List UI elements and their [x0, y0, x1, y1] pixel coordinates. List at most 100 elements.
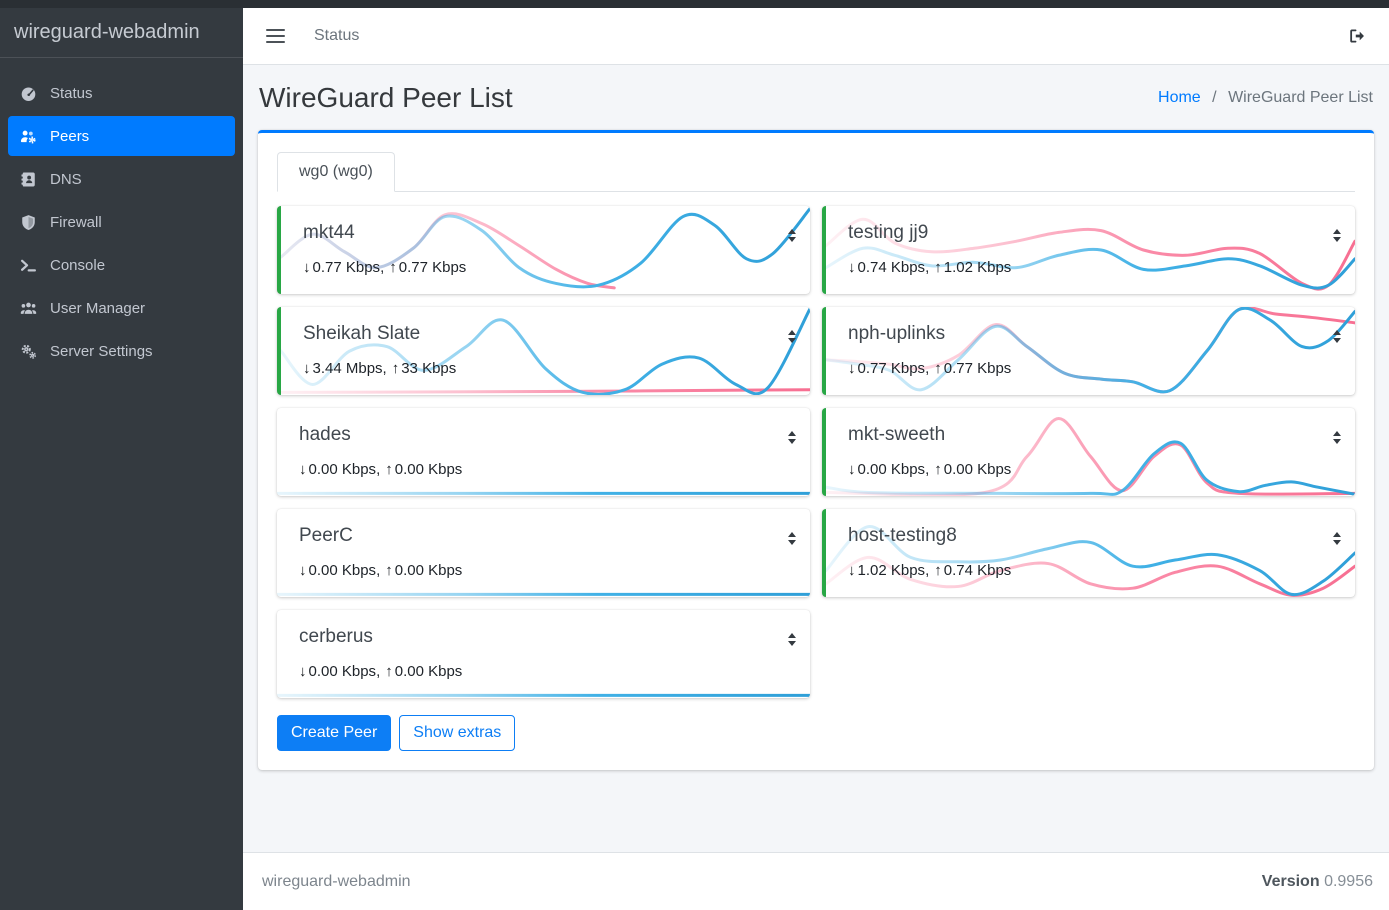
breadcrumb-home-link[interactable]: Home — [1158, 89, 1201, 106]
show-extras-button[interactable]: Show extras — [399, 715, 516, 751]
download-sparkline — [826, 248, 1355, 288]
sort-icon[interactable] — [1333, 330, 1341, 343]
peer-traffic-sparkline — [281, 206, 810, 294]
sign-out-icon[interactable] — [1348, 27, 1366, 45]
create-peer-button[interactable]: Create Peer — [277, 715, 392, 751]
sidebar-item-label: Status — [50, 84, 93, 102]
upload-icon: ↑ — [934, 259, 942, 276]
sort-icon[interactable] — [788, 229, 796, 242]
upload-sparkline — [281, 390, 810, 393]
sort-icon[interactable] — [788, 330, 796, 343]
peer-traffic: ↓ 3.44 Mbps, ↑ 33 Kbps — [303, 360, 456, 377]
top-navbar: Status — [243, 8, 1389, 65]
peer-name: mkt-sweeth — [848, 424, 946, 445]
tab-wg0[interactable]: wg0 (wg0) — [277, 152, 395, 192]
peer-name: Sheikah Slate — [303, 323, 421, 344]
address-book-icon — [17, 171, 39, 188]
peer-card[interactable]: host-testing8 ↓ 1.02 Kbps, ↑ 0.74 Kbps — [822, 509, 1355, 597]
peer-download-value: 0.77 Kbps — [857, 360, 926, 377]
sidebar-item-peers[interactable]: Peers — [8, 116, 235, 156]
sidebar-item-label: Firewall — [50, 213, 102, 231]
traffic-separator: , — [925, 259, 930, 276]
sort-icon[interactable] — [788, 633, 796, 646]
peer-traffic: ↓ 0.00 Kbps, ↑ 0.00 Kbps — [848, 461, 1011, 478]
interface-tabs: wg0 (wg0) — [277, 152, 1355, 192]
peer-download-value: 0.00 Kbps — [308, 562, 377, 579]
peer-card[interactable]: PeerC ↓ 0.00 Kbps, ↑ 0.00 Kbps — [277, 509, 810, 597]
peer-traffic: ↓ 1.02 Kbps, ↑ 0.74 Kbps — [848, 562, 1011, 579]
traffic-separator: , — [925, 562, 930, 579]
peer-upload-value: 0.74 Kbps — [943, 562, 1012, 579]
sidebar-item-label: Console — [50, 256, 106, 274]
download-sparkline — [281, 309, 810, 395]
peer-list-card-body: wg0 (wg0) mkt44 ↓ 0.77 Kbps, ↑ 0.77 Kbps test… — [258, 133, 1374, 770]
download-icon: ↓ — [299, 461, 307, 478]
footer: wireguard-webadmin Version 0.9956 — [243, 852, 1389, 910]
sidebar-item-console[interactable]: Console — [8, 245, 235, 285]
sidebar-item-label: DNS — [50, 170, 82, 188]
sidebar-item-status[interactable]: Status — [8, 73, 235, 113]
peer-traffic: ↓ 0.00 Kbps, ↑ 0.00 Kbps — [299, 461, 462, 478]
peer-download-value: 1.02 Kbps — [857, 562, 926, 579]
peer-card[interactable]: Sheikah Slate ↓ 3.44 Mbps, ↑ 33 Kbps — [277, 307, 810, 395]
sidebar-item-server-settings[interactable]: Server Settings — [8, 331, 235, 371]
peer-card[interactable]: testing jj9 ↓ 0.74 Kbps, ↑ 1.02 Kbps — [822, 206, 1355, 294]
peer-traffic: ↓ 0.74 Kbps, ↑ 1.02 Kbps — [848, 259, 1011, 276]
peer-card[interactable]: mkt44 ↓ 0.77 Kbps, ↑ 0.77 Kbps — [277, 206, 810, 294]
sort-icon[interactable] — [1333, 229, 1341, 242]
traffic-separator: , — [376, 562, 381, 579]
download-icon: ↓ — [848, 461, 856, 478]
top-strip — [0, 0, 1389, 8]
peer-traffic-sparkline — [826, 307, 1355, 395]
download-sparkline — [826, 442, 1355, 495]
peer-card[interactable]: hades ↓ 0.00 Kbps, ↑ 0.00 Kbps — [277, 408, 810, 496]
peer-upload-value: 0.00 Kbps — [394, 663, 463, 680]
peer-card[interactable]: cerberus ↓ 0.00 Kbps, ↑ 0.00 Kbps — [277, 610, 810, 698]
sidebar-item-label: Server Settings — [50, 342, 153, 360]
sort-icon[interactable] — [1333, 532, 1341, 545]
traffic-separator: , — [380, 259, 385, 276]
peer-upload-value: 0.77 Kbps — [398, 259, 467, 276]
navbar-status-link[interactable]: Status — [314, 27, 360, 44]
download-icon: ↓ — [303, 259, 311, 276]
peer-card[interactable]: nph-uplinks ↓ 0.77 Kbps, ↑ 0.77 Kbps — [822, 307, 1355, 395]
download-sparkline — [281, 209, 810, 287]
download-icon: ↓ — [848, 360, 856, 377]
breadcrumb-separator: / — [1212, 89, 1217, 106]
footer-brand: wireguard-webadmin — [262, 872, 411, 890]
footer-version-label: Version — [1261, 872, 1320, 890]
peer-name: host-testing8 — [848, 525, 957, 546]
download-icon: ↓ — [299, 562, 307, 579]
actions-row: Create Peer Show extras — [277, 715, 1355, 751]
traffic-separator: , — [376, 663, 381, 680]
upload-icon: ↑ — [385, 461, 393, 478]
footer-version-value: 0.9956 — [1324, 872, 1373, 890]
peer-traffic: ↓ 0.00 Kbps, ↑ 0.00 Kbps — [299, 562, 462, 579]
download-icon: ↓ — [848, 562, 856, 579]
sidebar-item-dns[interactable]: DNS — [8, 159, 235, 199]
peer-download-value: 0.77 Kbps — [312, 259, 381, 276]
peer-traffic-sparkline — [281, 307, 810, 395]
traffic-separator: , — [376, 461, 381, 478]
sort-icon[interactable] — [1333, 431, 1341, 444]
sort-icon[interactable] — [788, 532, 796, 545]
peer-traffic: ↓ 0.00 Kbps, ↑ 0.00 Kbps — [299, 663, 462, 680]
upload-icon: ↑ — [385, 663, 393, 680]
menu-toggle-icon[interactable] — [266, 25, 285, 48]
download-icon: ↓ — [848, 259, 856, 276]
peer-card[interactable]: mkt-sweeth ↓ 0.00 Kbps, ↑ 0.00 Kbps — [822, 408, 1355, 496]
sidebar-brand[interactable]: wireguard-webadmin — [0, 8, 243, 58]
peer-traffic-sparkline — [277, 509, 810, 597]
page-header: WireGuard Peer List Home / WireGuard Pee… — [259, 82, 1373, 114]
sidebar-menu: Status Peers DNS Firewall Console User Manage… — [0, 58, 243, 389]
sidebar-item-firewall[interactable]: Firewall — [8, 202, 235, 242]
peer-name: mkt44 — [303, 222, 355, 243]
peer-download-value: 0.00 Kbps — [308, 461, 377, 478]
sidebar-item-user-manager[interactable]: User Manager — [8, 288, 235, 328]
sort-icon[interactable] — [788, 431, 796, 444]
peer-download-value: 0.00 Kbps — [308, 663, 377, 680]
peer-traffic: ↓ 0.77 Kbps, ↑ 0.77 Kbps — [848, 360, 1011, 377]
sidebar: wireguard-webadmin Status Peers DNS Firewal… — [0, 8, 243, 910]
peer-name: cerberus — [299, 626, 373, 647]
footer-version: Version 0.9956 — [1262, 873, 1373, 891]
